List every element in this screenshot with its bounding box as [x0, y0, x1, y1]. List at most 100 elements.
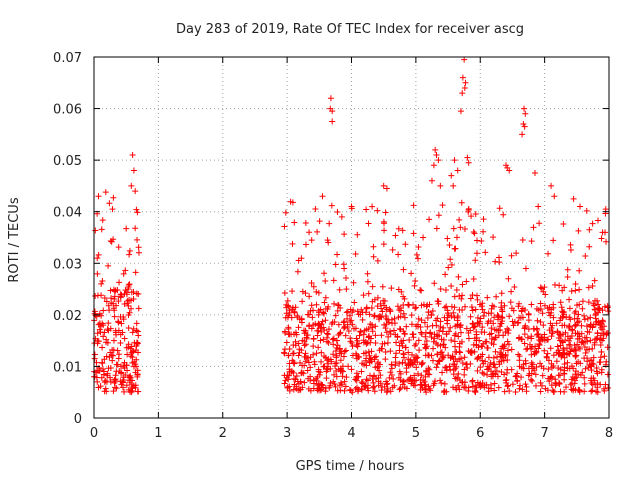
- data-point: [448, 313, 455, 320]
- data-point: [408, 312, 415, 319]
- data-point: [584, 315, 591, 322]
- data-point: [529, 361, 536, 368]
- data-point: [313, 350, 320, 357]
- data-point: [521, 325, 528, 332]
- data-point: [360, 292, 367, 299]
- data-point: [537, 318, 544, 325]
- data-point: [492, 348, 499, 355]
- data-point: [478, 303, 485, 310]
- data-point: [596, 305, 603, 312]
- data-point: [288, 331, 295, 338]
- data-point: [92, 227, 99, 234]
- data-point: [314, 228, 321, 235]
- data-point: [125, 311, 132, 318]
- data-point: [400, 266, 407, 273]
- data-point: [400, 293, 407, 300]
- data-point: [564, 333, 571, 340]
- data-point: [115, 327, 122, 334]
- data-point: [604, 344, 611, 351]
- data-point: [582, 350, 589, 357]
- data-point: [513, 250, 520, 257]
- y-tick-label: 0.04: [53, 206, 82, 221]
- data-point: [110, 388, 117, 395]
- data-point: [129, 354, 136, 361]
- data-point: [106, 354, 113, 361]
- data-point: [527, 376, 534, 383]
- data-point: [105, 262, 112, 269]
- data-point: [600, 335, 607, 342]
- data-point: [473, 334, 480, 341]
- data-point: [415, 315, 422, 322]
- data-point: [430, 382, 437, 389]
- data-point: [521, 105, 528, 112]
- data-point: [320, 336, 327, 343]
- data-point: [128, 305, 135, 312]
- data-point: [578, 339, 585, 346]
- data-point: [393, 339, 400, 346]
- data-point: [453, 286, 460, 293]
- data-point: [335, 331, 342, 338]
- data-point: [334, 208, 341, 215]
- data-point: [567, 247, 574, 254]
- data-point: [384, 380, 391, 387]
- data-point: [450, 309, 457, 316]
- data-point: [300, 327, 307, 334]
- data-point: [581, 374, 588, 381]
- data-point: [548, 333, 555, 340]
- data-point: [388, 285, 395, 292]
- data-point: [557, 299, 564, 306]
- data-point: [443, 331, 450, 338]
- data-point: [589, 323, 596, 330]
- data-point: [402, 241, 409, 248]
- data-point: [134, 371, 141, 378]
- data-point: [371, 313, 378, 320]
- data-point: [298, 255, 305, 262]
- data-point: [130, 295, 137, 302]
- data-point: [422, 344, 429, 351]
- data-point: [441, 380, 448, 387]
- data-point: [551, 388, 558, 395]
- data-point: [505, 382, 512, 389]
- data-point: [412, 382, 419, 389]
- data-point: [377, 300, 384, 307]
- data-point: [118, 320, 125, 327]
- data-point: [129, 349, 136, 356]
- data-point: [106, 307, 113, 314]
- data-point: [400, 378, 407, 385]
- data-point: [374, 294, 381, 301]
- data-point: [561, 309, 568, 316]
- data-point: [423, 337, 430, 344]
- data-point: [369, 375, 376, 382]
- data-point: [343, 274, 350, 281]
- data-point: [409, 360, 416, 367]
- data-point: [389, 246, 396, 253]
- data-point: [453, 234, 460, 241]
- data-point: [554, 343, 561, 350]
- data-point: [557, 366, 564, 373]
- data-point: [94, 270, 101, 277]
- data-point: [289, 288, 296, 295]
- data-point: [433, 151, 440, 158]
- data-point: [504, 366, 511, 373]
- data-point: [99, 359, 106, 366]
- data-point: [473, 328, 480, 335]
- data-point: [490, 234, 497, 241]
- data-point: [605, 308, 612, 315]
- data-point: [542, 385, 549, 392]
- data-point: [439, 202, 446, 209]
- data-point: [365, 387, 372, 394]
- data-point: [93, 359, 100, 366]
- data-point: [471, 348, 478, 355]
- data-point: [400, 354, 407, 361]
- data-point: [490, 354, 497, 361]
- data-point: [424, 323, 431, 330]
- data-point: [100, 371, 107, 378]
- data-point: [113, 302, 120, 309]
- data-point: [302, 290, 309, 297]
- data-point: [408, 380, 415, 387]
- data-point: [400, 310, 407, 317]
- data-point: [468, 213, 475, 220]
- data-point: [440, 324, 447, 331]
- data-point: [489, 373, 496, 380]
- data-point: [551, 193, 558, 200]
